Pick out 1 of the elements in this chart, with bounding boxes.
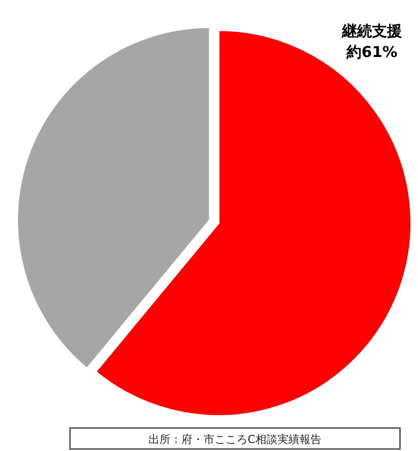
text: 出所：府・市こころC相談実績報告 (148, 433, 322, 446)
